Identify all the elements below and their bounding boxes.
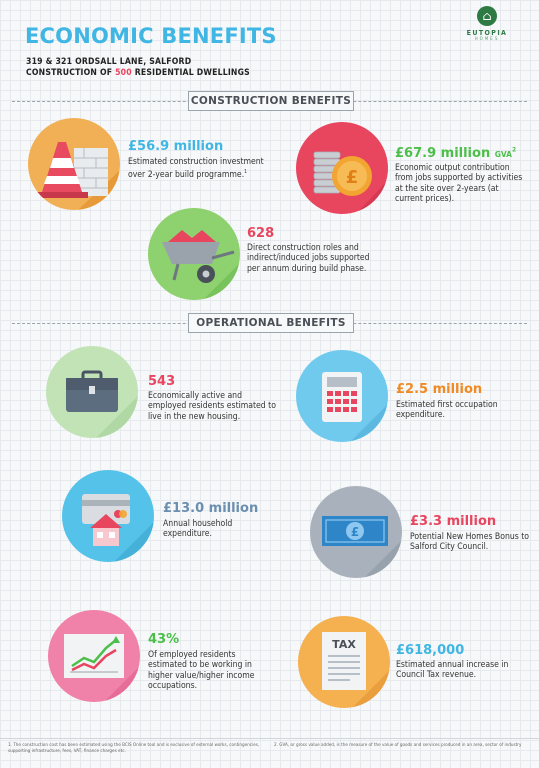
banknote-icon: £ xyxy=(322,516,402,578)
tax-form-circle: TAX xyxy=(298,616,390,708)
household-description: Annual household expenditure. xyxy=(163,519,233,540)
higher-income-value: 43% xyxy=(148,632,180,647)
growth-chart-circle xyxy=(48,610,140,702)
jobs-description: Direct construction roles and indirect/i… xyxy=(247,243,370,274)
project-description: CONSTRUCTION OF 500 RESIDENTIAL DWELLING… xyxy=(26,68,250,78)
first-occupation-description: Estimated first occupation expenditure. xyxy=(396,400,498,421)
banknote-circle: £ xyxy=(310,486,402,578)
dwellings-count: 500 xyxy=(115,68,132,78)
new-homes-bonus-value: £3.3 million xyxy=(410,514,497,529)
tax-document-icon: TAX xyxy=(322,632,390,708)
output-value: £67.9 million GVA2 xyxy=(395,146,517,161)
line-chart-icon xyxy=(64,634,140,702)
section-title-operational: OPERATIONAL BENEFITS xyxy=(188,313,354,333)
page-title: ECONOMIC BENEFITS xyxy=(25,24,277,48)
higher-income-description: Of employed residents estimated to be wo… xyxy=(148,650,255,692)
jobs-value: 628 xyxy=(247,226,275,241)
new-homes-bonus-description: Potential New Homes Bonus to Salford Cit… xyxy=(410,532,530,553)
residents-description: Economically active and employed residen… xyxy=(148,391,276,422)
investment-value: £56.9 million xyxy=(128,139,224,154)
household-value: £13.0 million xyxy=(163,501,259,516)
coins-icon: £ xyxy=(313,151,388,214)
first-occupation-value: £2.5 million xyxy=(396,382,483,397)
wheelbarrow-circle xyxy=(148,208,240,300)
footnote-gva: 2. GVA, or gross value added, is the mea… xyxy=(274,743,522,748)
coins-circle: £ xyxy=(296,122,388,214)
briefcase-circle xyxy=(46,346,138,438)
logo-icon: ⌂ xyxy=(477,6,497,26)
calculator-circle xyxy=(296,350,388,442)
credit-card-house-icon xyxy=(82,494,154,562)
wheelbarrow-icon xyxy=(162,230,240,300)
svg-text:£: £ xyxy=(346,167,359,188)
eutopia-logo: ⌂ EUTOPIA HOMES xyxy=(462,6,512,56)
card-house-circle xyxy=(62,470,154,562)
residents-value: 543 xyxy=(148,374,176,389)
svg-text:£: £ xyxy=(351,525,359,539)
investment-description: Estimated construction investment over 2… xyxy=(128,157,264,181)
logo-tagline: HOMES xyxy=(474,37,500,42)
section-title-construction: CONSTRUCTION BENEFITS xyxy=(188,91,354,111)
tax-label: TAX xyxy=(332,638,356,651)
council-tax-description: Estimated annual increase in Council Tax… xyxy=(396,660,509,681)
calculator-icon xyxy=(322,372,388,442)
footer-divider xyxy=(0,738,539,739)
traffic-cone-icon xyxy=(36,142,120,210)
project-location: 319 & 321 ORDSALL LANE, SALFORD xyxy=(26,57,192,67)
cone-bricks-circle xyxy=(28,118,120,210)
output-description: Economic output contribution from jobs s… xyxy=(395,163,523,205)
briefcase-icon xyxy=(66,370,138,438)
council-tax-value: £618,000 xyxy=(396,643,465,658)
logo-name: EUTOPIA xyxy=(466,29,508,37)
footnote-construction-cost: 1. The construction cost has been estima… xyxy=(8,743,260,754)
